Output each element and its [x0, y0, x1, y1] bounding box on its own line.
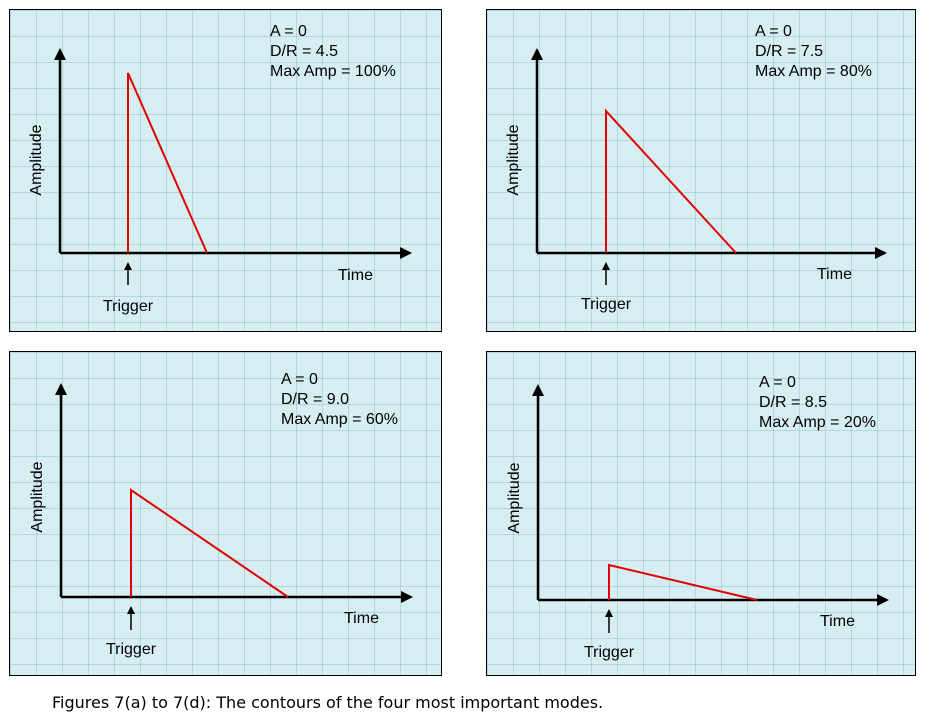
max-amplitude-value: Max Amp = 100%: [270, 63, 396, 80]
trigger-label: Trigger: [106, 641, 157, 658]
figure-panel-7b: Amplitude Time Trigger A = 0 D/R = 7.5 M…: [486, 9, 916, 332]
x-axis-label: Time: [820, 613, 855, 630]
parameter-block: A = 0 D/R = 8.5 Max Amp = 20%: [759, 373, 876, 433]
figure-panel-7a: Amplitude Time Trigger A = 0 D/R = 4.5 M…: [9, 9, 442, 332]
attack-value: A = 0: [755, 23, 792, 40]
figure-panel-7c: Amplitude Time Trigger A = 0 D/R = 9.0 M…: [9, 351, 442, 676]
envelope-contour: [130, 488, 289, 598]
attack-value: A = 0: [270, 23, 307, 40]
decay-release-value: D/R = 4.5: [270, 43, 339, 60]
envelope-contour: [605, 108, 737, 254]
trigger-arrow-icon: [605, 609, 613, 617]
figure-panel-7d: Amplitude Time Trigger A = 0 D/R = 8.5 M…: [486, 351, 916, 676]
y-axis-label: Amplitude: [28, 124, 45, 195]
decay-release-value: D/R = 9.0: [281, 391, 350, 408]
envelope-contour: [608, 563, 758, 601]
parameter-block: A = 0 D/R = 7.5 Max Amp = 80%: [755, 22, 872, 82]
trigger-label: Trigger: [584, 644, 635, 661]
max-amplitude-value: Max Amp = 80%: [755, 63, 872, 80]
trigger-label: Trigger: [581, 296, 632, 313]
figure-caption: Figures 7(a) to 7(d): The contours of th…: [52, 693, 604, 712]
y-axis-label: Amplitude: [506, 462, 523, 533]
x-axis-label: Time: [817, 266, 852, 283]
max-amplitude-value: Max Amp = 60%: [281, 411, 398, 428]
trigger-arrow-icon: [124, 262, 132, 270]
contour-diagram-7c: Amplitude Time Trigger: [29, 383, 413, 658]
contour-diagram-7d: Amplitude Time Trigger: [506, 384, 889, 661]
trigger-arrow-icon: [127, 606, 135, 614]
decay-release-value: D/R = 7.5: [755, 43, 824, 60]
parameter-block: A = 0 D/R = 9.0 Max Amp = 60%: [281, 370, 398, 430]
decay-release-value: D/R = 8.5: [759, 394, 828, 411]
max-amplitude-value: Max Amp = 20%: [759, 414, 876, 431]
x-axis-label: Time: [338, 267, 373, 284]
attack-value: A = 0: [281, 371, 318, 388]
y-axis-label: Amplitude: [29, 461, 46, 532]
parameter-block: A = 0 D/R = 4.5 Max Amp = 100%: [270, 22, 396, 82]
attack-value: A = 0: [759, 374, 796, 391]
trigger-arrow-icon: [602, 262, 610, 270]
trigger-label: Trigger: [103, 298, 154, 315]
x-axis-label: Time: [344, 610, 379, 627]
contour-diagram-7b: Amplitude Time Trigger: [505, 48, 887, 313]
contour-diagram-7a: Amplitude Time Trigger: [28, 48, 412, 315]
y-axis-label: Amplitude: [505, 124, 522, 195]
envelope-contour: [127, 72, 208, 254]
